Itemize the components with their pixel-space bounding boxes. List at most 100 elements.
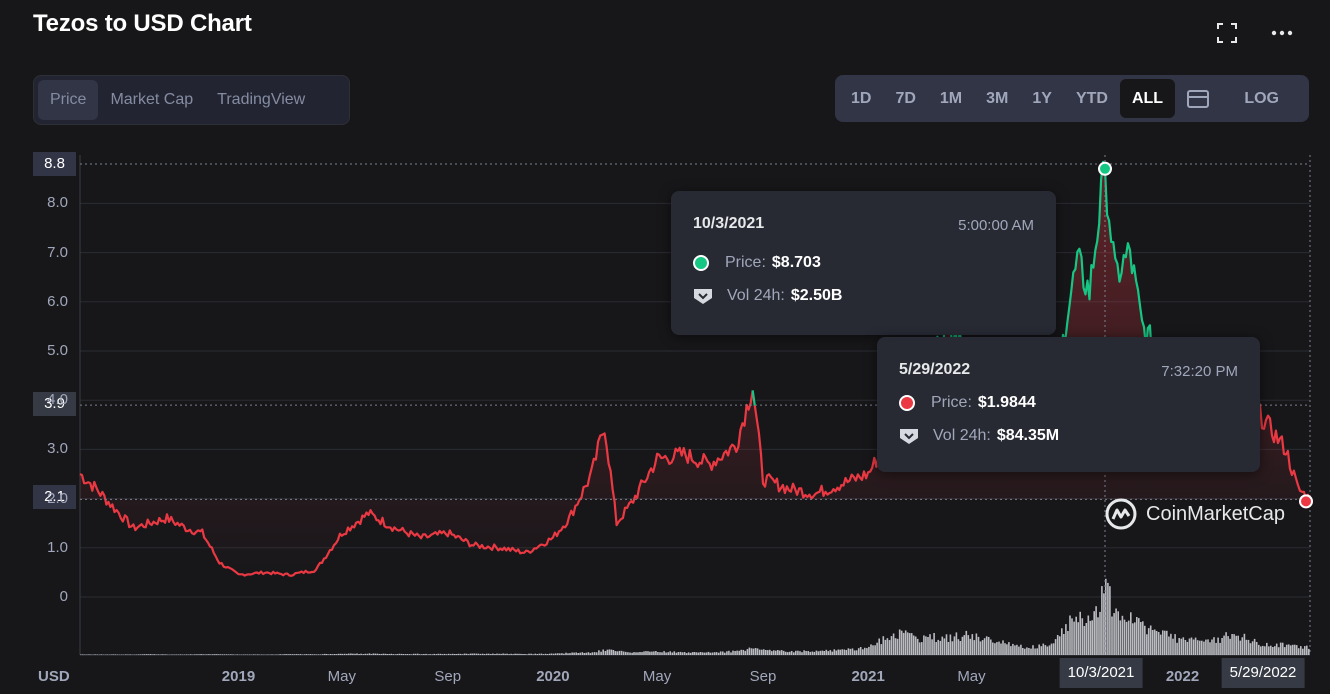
- range-1y[interactable]: 1Y: [1032, 90, 1052, 107]
- volume-bar: [835, 650, 838, 655]
- tooltip-price-label: Price:: [725, 254, 766, 271]
- volume-bar: [910, 633, 913, 655]
- tab-market-cap[interactable]: Market Cap: [110, 91, 194, 108]
- volume-bar: [587, 652, 590, 655]
- volume-bar: [1201, 640, 1203, 655]
- volume-bar: [929, 634, 931, 655]
- volume-bar: [1262, 645, 1264, 655]
- volume-bar: [112, 654, 114, 655]
- x-tick-label: Sep: [749, 668, 777, 685]
- y-tick-label: 1.0: [47, 538, 68, 556]
- volume-bar: [1134, 622, 1136, 655]
- volume-bar: [705, 652, 708, 655]
- volume-bar: [829, 650, 832, 655]
- volume-bar: [471, 653, 474, 655]
- volume-bar: [788, 651, 791, 655]
- volume-bar: [135, 654, 137, 655]
- volume-bar: [455, 654, 458, 655]
- volume-bar: [1285, 644, 1288, 655]
- volume-bar: [559, 653, 561, 655]
- log-scale-button[interactable]: LOG: [1244, 90, 1279, 107]
- volume-bar: [1237, 635, 1239, 655]
- volume-bar: [719, 651, 722, 655]
- volume-bar: [129, 654, 131, 655]
- volume-bar: [475, 653, 478, 655]
- volume-bar: [693, 652, 696, 655]
- range-7d[interactable]: 7D: [895, 90, 916, 107]
- range-all[interactable]: ALL: [1119, 79, 1176, 118]
- volume-bar: [325, 654, 328, 655]
- calendar-icon[interactable]: [1187, 89, 1210, 108]
- volume-bar: [732, 650, 734, 655]
- volume-bar: [386, 654, 388, 655]
- volume-bar: [882, 636, 885, 655]
- volume-bar: [149, 654, 152, 655]
- volume-bar: [488, 653, 490, 655]
- volume-bar: [1077, 622, 1079, 655]
- volume-bar: [1277, 647, 1280, 655]
- volume-bar: [1022, 648, 1024, 655]
- volume-bar: [225, 654, 228, 655]
- volume-bar: [616, 651, 619, 655]
- tab-tradingview[interactable]: TradingView: [217, 91, 306, 108]
- range-1d[interactable]: 1D: [851, 90, 872, 107]
- volume-icon: [694, 288, 712, 304]
- volume-bar: [807, 651, 809, 655]
- range-ytd[interactable]: YTD: [1075, 90, 1108, 107]
- volume-bar: [963, 635, 966, 655]
- volume-bar: [620, 650, 623, 655]
- volume-bar: [916, 638, 919, 655]
- volume-bar: [1132, 623, 1134, 655]
- volume-bar: [782, 650, 785, 655]
- tab-price[interactable]: Price: [38, 80, 99, 120]
- volume-bar: [890, 636, 893, 655]
- range-3m[interactable]: 3M: [986, 90, 1009, 107]
- volume-bar: [1101, 586, 1103, 655]
- tooltip-volume-row: Vol 24h: $84.35M: [899, 427, 1059, 445]
- volume-bar: [771, 651, 773, 655]
- volume-bar: [629, 652, 631, 655]
- volume-bar: [526, 654, 528, 655]
- range-1m[interactable]: 1M: [939, 90, 963, 107]
- volume-bar: [1089, 620, 1092, 655]
- volume-bar: [998, 641, 1000, 655]
- volume-bar: [622, 651, 625, 655]
- volume-bar: [667, 652, 669, 655]
- volume-bar: [687, 652, 690, 655]
- volume-bar: [726, 651, 728, 655]
- volume-bar: [945, 634, 948, 655]
- more-options-icon[interactable]: [1269, 20, 1295, 46]
- volume-bar: [173, 654, 175, 655]
- volume-bar: [151, 654, 154, 655]
- brand-text: CoinMarketCap: [1146, 502, 1285, 525]
- volume-bar: [486, 653, 488, 655]
- volume-bar: [1042, 643, 1045, 655]
- fullscreen-icon[interactable]: [1214, 20, 1240, 46]
- volume-bar: [1125, 621, 1128, 655]
- volume-bar: [356, 653, 358, 655]
- volume-bar: [552, 653, 555, 655]
- volume-bar: [728, 650, 730, 655]
- volume-bar: [1119, 620, 1122, 655]
- volume-bar: [483, 654, 486, 655]
- volume-bar: [335, 654, 338, 655]
- volume-bar: [655, 651, 657, 655]
- y-tick-label: 0: [59, 588, 68, 605]
- volume-bar: [211, 654, 214, 655]
- volume-bar: [120, 654, 123, 655]
- volume-bar: [447, 653, 450, 655]
- volume-bar: [181, 654, 184, 655]
- volume-bar: [1241, 637, 1244, 655]
- volume-bar: [232, 654, 234, 655]
- volume-bar: [1054, 639, 1057, 655]
- volume-bar: [518, 653, 520, 655]
- volume-bar: [404, 654, 407, 655]
- volume-bar: [429, 654, 431, 655]
- volume-bar: [219, 654, 222, 655]
- volume-bar: [94, 654, 96, 655]
- volume-bar: [196, 654, 198, 655]
- volume-bar: [1159, 634, 1162, 655]
- volume-bar: [884, 639, 887, 655]
- volume-bar: [1069, 615, 1071, 655]
